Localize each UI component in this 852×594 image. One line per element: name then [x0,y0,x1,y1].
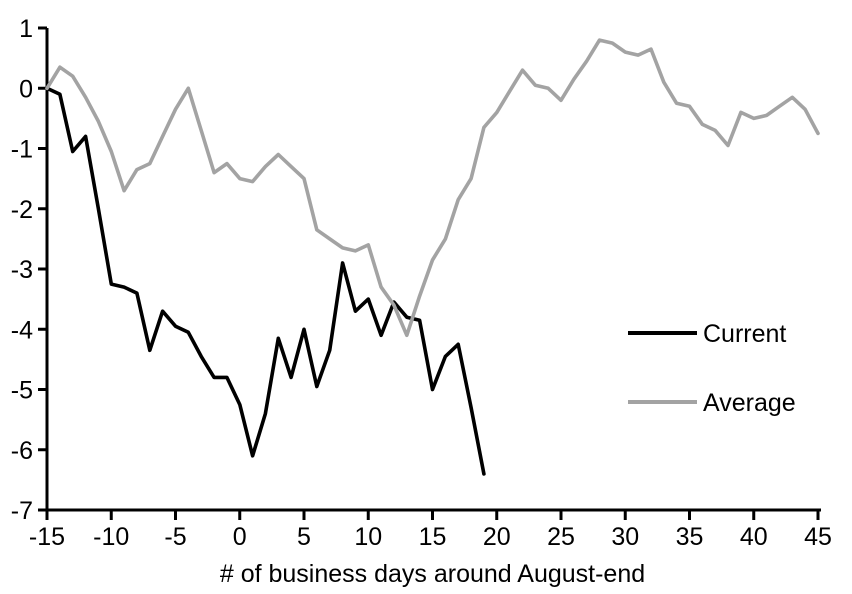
y-tick-label: -4 [11,316,33,344]
series-lines [45,38,820,476]
y-tick-label: 0 [19,75,33,103]
legend-label-average: Average [703,389,796,417]
y-tick-label: -1 [11,136,33,164]
y-tick-label: -5 [11,377,33,405]
x-tick-label: 45 [804,523,832,551]
x-tick-label: 15 [419,523,447,551]
y-tick-label: -7 [11,497,33,525]
y-tick-label: -6 [11,437,33,465]
x-tick-label: 40 [740,523,768,551]
x-tick-label: 10 [354,523,382,551]
legend-label-current: Current [703,320,786,348]
axes: 10-1-2-3-4-5-6-7-15 -10 -5 0 5 10 15 20 25 30 35 40… [11,15,832,551]
x-tick-label: 30 [611,523,639,551]
x-tick-label: -10 [93,523,129,551]
y-tick-label: -3 [11,256,33,284]
y-tick-label: 1 [19,15,33,43]
legend: Current Average [628,320,796,417]
x-tick-label: -15 [29,523,65,551]
x-tick-label: -5 [164,523,186,551]
x-tick-label: 35 [676,523,704,551]
x-tick-label: 20 [483,523,511,551]
x-axis-title: # of business days around August-end [220,560,645,588]
x-tick-label: 5 [297,523,311,551]
series-line-average [45,38,820,338]
series-line-current [45,86,486,476]
y-tick-label: -2 [11,196,33,224]
x-tick-label: 25 [547,523,575,551]
x-tick-label: 0 [233,523,247,551]
